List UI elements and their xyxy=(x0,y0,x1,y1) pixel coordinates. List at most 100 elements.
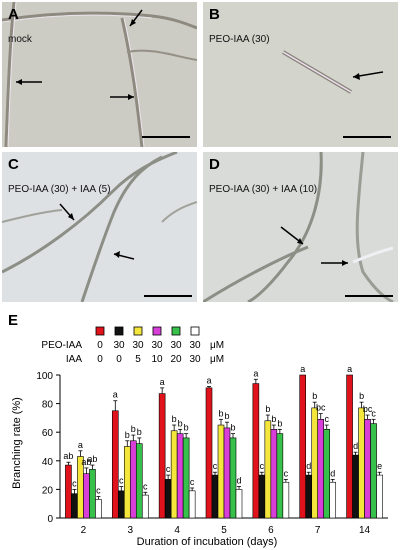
legend-swatch xyxy=(114,326,124,336)
significance-letter: a xyxy=(347,364,352,374)
significance-letter: e xyxy=(377,461,382,471)
legend-value: 30 xyxy=(113,340,125,351)
bar xyxy=(370,423,377,519)
significance-letter: b xyxy=(184,423,189,433)
legend-swatch xyxy=(133,326,143,336)
significance-letter: a xyxy=(300,364,305,374)
significance-letter: bc xyxy=(316,403,326,413)
micrograph-panel-a: A mock xyxy=(2,2,197,147)
bar xyxy=(89,469,96,519)
significance-letter: c xyxy=(119,476,124,486)
y-tick-label: 60 xyxy=(42,428,54,439)
micrograph-panel-c: C PEO-IAA (30) + IAA (5) xyxy=(2,152,197,302)
significance-letter: b xyxy=(265,404,270,414)
bar xyxy=(223,427,231,519)
legend-value: 0 xyxy=(97,340,103,351)
bar xyxy=(305,474,313,519)
scale-bar-d xyxy=(345,295,393,297)
significance-letter: b xyxy=(137,427,142,437)
legend-value: 30 xyxy=(132,340,144,351)
bar xyxy=(71,493,78,519)
bar xyxy=(83,473,90,519)
significance-letter: c xyxy=(96,486,101,496)
significance-letter: c xyxy=(190,477,195,487)
legend-value: 20 xyxy=(170,354,182,365)
bar xyxy=(264,420,272,519)
panel-caption-c: PEO-IAA (30) + IAA (5) xyxy=(8,184,111,195)
x-tick-label: 7 xyxy=(315,525,321,536)
significance-letter: d xyxy=(330,468,335,478)
significance-letter: b xyxy=(218,408,223,418)
bar xyxy=(323,429,331,519)
significance-letter: d xyxy=(306,461,311,471)
bar xyxy=(235,489,243,519)
legend-value: 30 xyxy=(170,340,182,351)
legend: PEO-IAA 0 30 30 30 30 30 μM IAA 0 0 5 10 20 30 μM xyxy=(41,326,224,365)
y-tick-label: 40 xyxy=(42,457,54,468)
legend-swatch xyxy=(171,326,181,336)
bar xyxy=(329,481,337,519)
legend-value: 30 xyxy=(189,354,201,365)
legend-swatch xyxy=(95,326,105,336)
legend-value: 30 xyxy=(189,340,201,351)
bar xyxy=(364,419,371,519)
significance-letter: b xyxy=(359,391,364,401)
micrograph-panel-d: D PEO-IAA (30) + IAA (10) xyxy=(203,152,398,302)
y-tick-label: 20 xyxy=(42,485,54,496)
bar xyxy=(123,446,131,519)
significance-letter: b xyxy=(178,418,183,428)
bar xyxy=(117,490,125,519)
bar xyxy=(352,454,359,519)
bar xyxy=(299,374,307,519)
significance-letter: c xyxy=(143,481,148,491)
x-tick-label: 3 xyxy=(128,525,134,536)
bar xyxy=(158,393,166,519)
bar xyxy=(270,429,278,519)
x-axis-label: Duration of incubation (days) xyxy=(137,536,278,548)
panel-caption-a: mock xyxy=(8,34,32,45)
legend-unit: μM xyxy=(210,340,224,351)
scale-bar-c xyxy=(144,295,192,297)
y-tick-label: 80 xyxy=(42,400,54,411)
bar xyxy=(276,433,284,519)
panel-letter-c: C xyxy=(8,156,19,173)
panel-letter-b: B xyxy=(209,6,220,23)
panel-caption-b: PEO-IAA (30) xyxy=(209,34,270,45)
significance-letter: c xyxy=(371,408,376,418)
y-tick-label: 100 xyxy=(36,371,53,382)
significance-letter: d xyxy=(236,476,241,486)
bar xyxy=(211,474,219,519)
bar xyxy=(317,419,325,519)
significance-letter: c xyxy=(72,478,77,488)
bar xyxy=(111,410,119,519)
legend-value: 10 xyxy=(151,354,163,365)
significance-letter: b xyxy=(271,414,276,424)
legend-swatch xyxy=(152,326,162,336)
micrograph-a-image xyxy=(2,2,197,147)
legend-value: 0 xyxy=(97,354,103,365)
legend-row-label: IAA xyxy=(66,354,82,365)
branching-rate-chart: E PEO-IAA 0 30 30 30 30 30 μM IAA 0 0 5 10 20 30 μM 0 20… xyxy=(8,312,388,548)
significance-letter: b xyxy=(125,430,130,440)
bar xyxy=(95,499,102,519)
significance-letter: c xyxy=(213,461,218,471)
legend-value: 0 xyxy=(116,354,122,365)
bar xyxy=(258,474,266,519)
legend-row-label: PEO-IAA xyxy=(41,340,82,351)
significance-letter: ab xyxy=(87,454,97,464)
micrograph-c-image xyxy=(2,152,197,302)
significance-letter: c xyxy=(284,468,289,478)
bar xyxy=(252,383,260,519)
x-tick-label: 5 xyxy=(221,525,227,536)
panel-caption-d: PEO-IAA (30) + IAA (10) xyxy=(209,184,318,195)
significance-letter: a xyxy=(160,377,165,387)
bar xyxy=(217,424,225,519)
bar xyxy=(182,437,190,519)
y-tick-label: 0 xyxy=(47,514,53,525)
significance-letter: ab xyxy=(63,451,73,461)
legend-unit: μM xyxy=(210,354,224,365)
legend-value: 30 xyxy=(151,340,163,351)
significance-letter: c xyxy=(260,461,265,471)
micrograph-panel-b: B PEO-IAA (30) xyxy=(203,2,398,147)
